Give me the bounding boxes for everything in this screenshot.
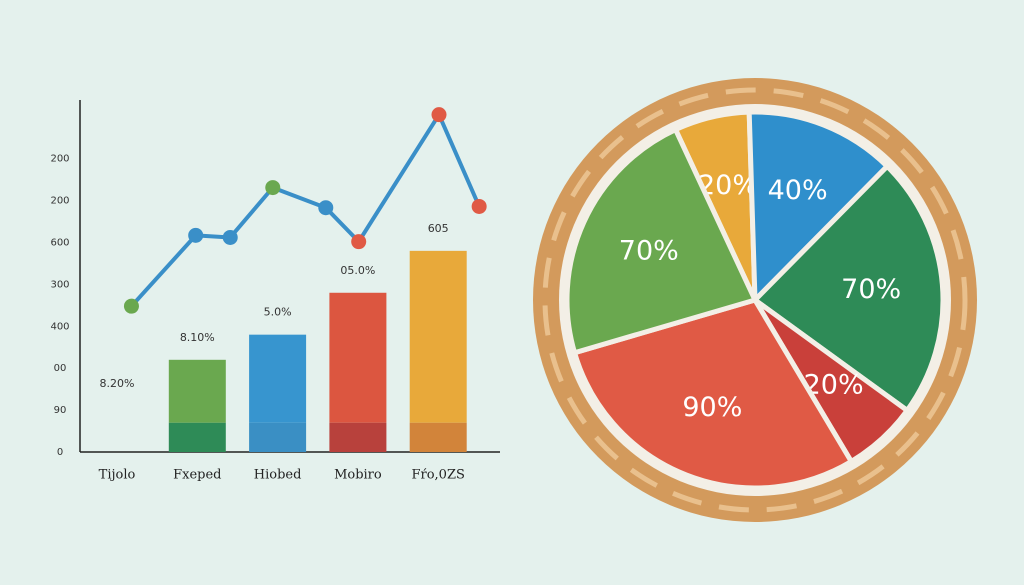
line-point (431, 107, 447, 123)
line-point (188, 227, 204, 243)
bar-segment (409, 422, 467, 452)
y-tick-label: 00 (54, 363, 67, 374)
y-tick-label: 600 (50, 237, 69, 248)
pie-slice (564, 127, 758, 356)
slice-label: 70% (619, 235, 679, 266)
y-tick-label: 300 (50, 279, 69, 290)
line-point (318, 200, 334, 216)
x-tick-label: Tijolo (99, 468, 136, 483)
y-tick-label: 0 (57, 447, 63, 458)
bar-segment (329, 422, 387, 452)
bar-segment (409, 250, 467, 423)
slice-label: 90% (682, 392, 742, 423)
y-tick-label: 90 (54, 405, 67, 416)
line-point (265, 180, 281, 196)
bar-label: 8.20% (100, 377, 135, 390)
bar-label: 605 (428, 222, 449, 235)
bar-segment (168, 422, 226, 452)
bar-label: 05.0% (340, 264, 375, 277)
slice-label: 40% (768, 175, 828, 206)
bar-segment (329, 292, 387, 423)
x-tick-label: Hiobed (254, 468, 302, 483)
y-tick-label: 200 (50, 154, 69, 165)
line-point (471, 198, 487, 214)
pie-slice (572, 297, 854, 491)
line-point (351, 234, 367, 250)
bar-label: 8.10% (180, 331, 215, 344)
x-tick-label: Mobiro (334, 468, 382, 483)
x-tick-label: Fŕo,0ZS (411, 468, 464, 483)
pie-slice (752, 163, 946, 413)
bar-segment (249, 422, 307, 452)
bar-segment (168, 359, 226, 423)
pie-slice (746, 109, 890, 303)
slice-label: 70% (841, 274, 901, 305)
bar-segment (249, 334, 307, 423)
bar-label: 5.0% (264, 306, 292, 319)
crust-texture (542, 87, 968, 513)
y-tick-label: 200 (50, 196, 69, 207)
y-tick-label: 400 (50, 321, 69, 332)
line-point (123, 298, 139, 314)
x-tick-label: Fxeped (173, 468, 221, 483)
line-point (222, 229, 238, 245)
